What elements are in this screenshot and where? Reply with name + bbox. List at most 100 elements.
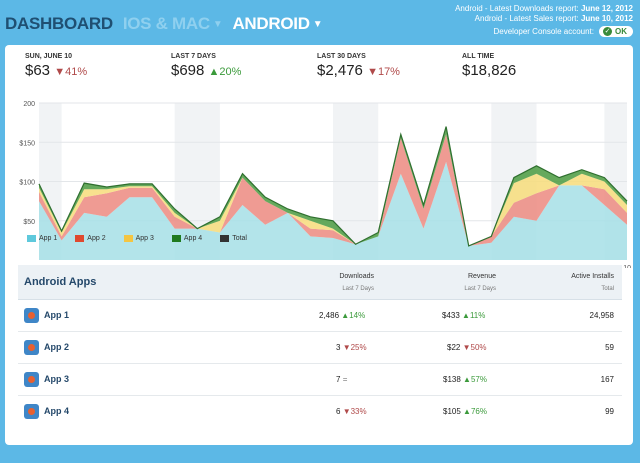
downloads-cell: 7 = (336, 375, 347, 384)
table-row[interactable]: App 2 3 ▼25% $22 ▼50% 59 (18, 332, 622, 364)
revenue-change: ▲11% (462, 311, 486, 320)
installs-cell: 59 (605, 343, 614, 352)
revenue-change: ▲57% (463, 375, 487, 384)
account-status: Developer Console account: ✓ OK (493, 26, 633, 37)
column-subtitle: Last 7 Days (342, 286, 374, 292)
column-title: Revenue (467, 273, 496, 280)
table-row[interactable]: App 3 7 = $138 ▲57% 167 (18, 364, 622, 396)
app-icon (24, 308, 39, 323)
app-name[interactable]: App 3 (44, 374, 70, 384)
revenue-cell: $105 ▲76% (443, 407, 487, 416)
downloads-change: ▲14% (341, 311, 366, 320)
legend-item-app-4[interactable]: App 4 (171, 235, 203, 242)
downloads-value: 2,486 (319, 311, 340, 320)
legend-item-total[interactable]: Total (220, 235, 247, 242)
downloads-value: 7 (336, 375, 341, 384)
installs-cell: 99 (605, 407, 614, 416)
app-name[interactable]: App 2 (44, 342, 70, 352)
downloads-change: = (342, 375, 348, 384)
series-area-4 (39, 126, 627, 246)
app-icon (24, 404, 39, 419)
column-header-downloads[interactable]: Downloads Last 7 Days (339, 271, 374, 295)
column-title: Downloads (339, 273, 374, 280)
sales-report-date: June 10, 2012 (580, 14, 633, 23)
downloads-report-label: Android - Latest Downloads report: (455, 4, 579, 13)
total-line (38, 126, 628, 247)
table-row[interactable]: App 4 6 ▼33% $105 ▲76% 99 (18, 396, 622, 427)
downloads-cell: 6 ▼33% (336, 407, 367, 416)
downloads-value: 3 (336, 343, 341, 352)
downloads-change: ▼33% (342, 407, 367, 416)
stat-value: $698 (171, 62, 205, 79)
stat-value: $18,826 (462, 62, 517, 79)
stat-value: $2,476 (317, 62, 363, 79)
nav-ios-mac[interactable]: IOS & MAC ▼ (123, 14, 223, 34)
app-icon (24, 340, 39, 355)
report-dates: Android - Latest Downloads report: June … (455, 4, 633, 24)
revenue-change: ▼50% (462, 343, 487, 352)
chevron-down-icon: ▼ (212, 19, 223, 30)
revenue-chart: 200$150$100$50May 13May 20May 27Jun 3Jun… (19, 101, 631, 268)
legend-item-app-3[interactable]: App 3 (123, 235, 154, 242)
legend-item-app-1[interactable]: App 1 (27, 235, 57, 242)
y-tick-label: $100 (19, 180, 35, 187)
check-icon: ✓ (603, 27, 612, 36)
stat-7-days: LAST 7 DAYS $698 ▲20% (171, 53, 241, 79)
apps-table: Android Apps Downloads Last 7 Days Reven… (18, 265, 622, 427)
legend-swatch (220, 235, 230, 242)
chart-legend: App 1 App 2 App 3 App 4 Total (27, 235, 247, 242)
stat-change: ▲20% (208, 66, 242, 78)
stats-row: SUN, JUNE 10 $63 ▼41% LAST 7 DAYS $698 ▲… (5, 53, 633, 89)
revenue-cell: $138 ▲57% (443, 375, 487, 384)
legend-label: Total (232, 235, 247, 242)
table-row[interactable]: App 1 2,486 ▲14% $433 ▲11% 24,958 (18, 300, 622, 332)
stat-change: ▼41% (54, 66, 88, 78)
stat-label: SUN, JUNE 10 (25, 53, 73, 60)
revenue-change: ▲76% (463, 407, 487, 416)
stat-all-time: ALL TIME $18,826 (462, 53, 516, 79)
nav-android-label: ANDROID (232, 14, 310, 33)
legend-label: App 1 (39, 235, 58, 242)
sales-report-label: Android - Latest Sales report: (474, 14, 579, 23)
column-title: Active Installs (571, 273, 614, 280)
app-name[interactable]: App 4 (44, 406, 70, 416)
chevron-down-icon: ▼ (312, 19, 323, 30)
legend-label: App 3 (135, 235, 154, 242)
nav-android[interactable]: ANDROID ▼ (232, 14, 322, 34)
downloads-report-date: June 12, 2012 (580, 4, 633, 13)
stat-label: LAST 7 DAYS (171, 53, 216, 60)
legend-swatch (27, 235, 36, 242)
legend-swatch (171, 235, 181, 242)
account-ok-badge[interactable]: ✓ OK (599, 26, 633, 37)
legend-label: App 4 (183, 235, 203, 242)
legend-swatch (75, 235, 85, 242)
account-ok-text: OK (615, 27, 627, 36)
revenue-value: $433 (442, 311, 460, 320)
stat-label: ALL TIME (462, 53, 495, 60)
legend-item-app-2[interactable]: App 2 (75, 235, 106, 242)
column-header-revenue[interactable]: Revenue Last 7 Days (464, 271, 496, 295)
column-subtitle: Last 7 Days (464, 286, 496, 292)
revenue-cell: $22 ▼50% (447, 343, 487, 352)
column-subtitle: Total (601, 286, 614, 292)
stat-label: LAST 30 DAYS (317, 53, 366, 60)
revenue-cell: $433 ▲11% (442, 311, 485, 320)
stat-30-days: LAST 30 DAYS $2,476 ▼17% (317, 53, 400, 79)
column-header-active-installs[interactable]: Active Installs Total (571, 271, 614, 295)
installs-cell: 24,958 (589, 311, 614, 320)
y-tick-label: 200 (23, 101, 35, 108)
apps-table-header: Android Apps Downloads Last 7 Days Reven… (18, 265, 622, 300)
stat-change: ▼17% (367, 66, 400, 78)
stat-value: $63 (25, 62, 51, 79)
nav-dashboard[interactable]: DASHBOARD (5, 14, 113, 33)
app-icon (24, 372, 39, 387)
nav-ios-mac-label: IOS & MAC (122, 14, 210, 33)
legend-label: App 2 (87, 235, 106, 242)
revenue-value: $22 (447, 343, 461, 352)
dashboard-panel: SUN, JUNE 10 $63 ▼41% LAST 7 DAYS $698 ▲… (5, 45, 633, 445)
app-name[interactable]: App 1 (44, 310, 70, 320)
top-bar: DASHBOARD IOS & MAC ▼ ANDROID ▼ Android - … (0, 0, 640, 44)
downloads-cell: 2,486 ▲14% (319, 311, 365, 320)
downloads-change: ▼25% (342, 343, 367, 352)
installs-cell: 167 (600, 375, 614, 384)
